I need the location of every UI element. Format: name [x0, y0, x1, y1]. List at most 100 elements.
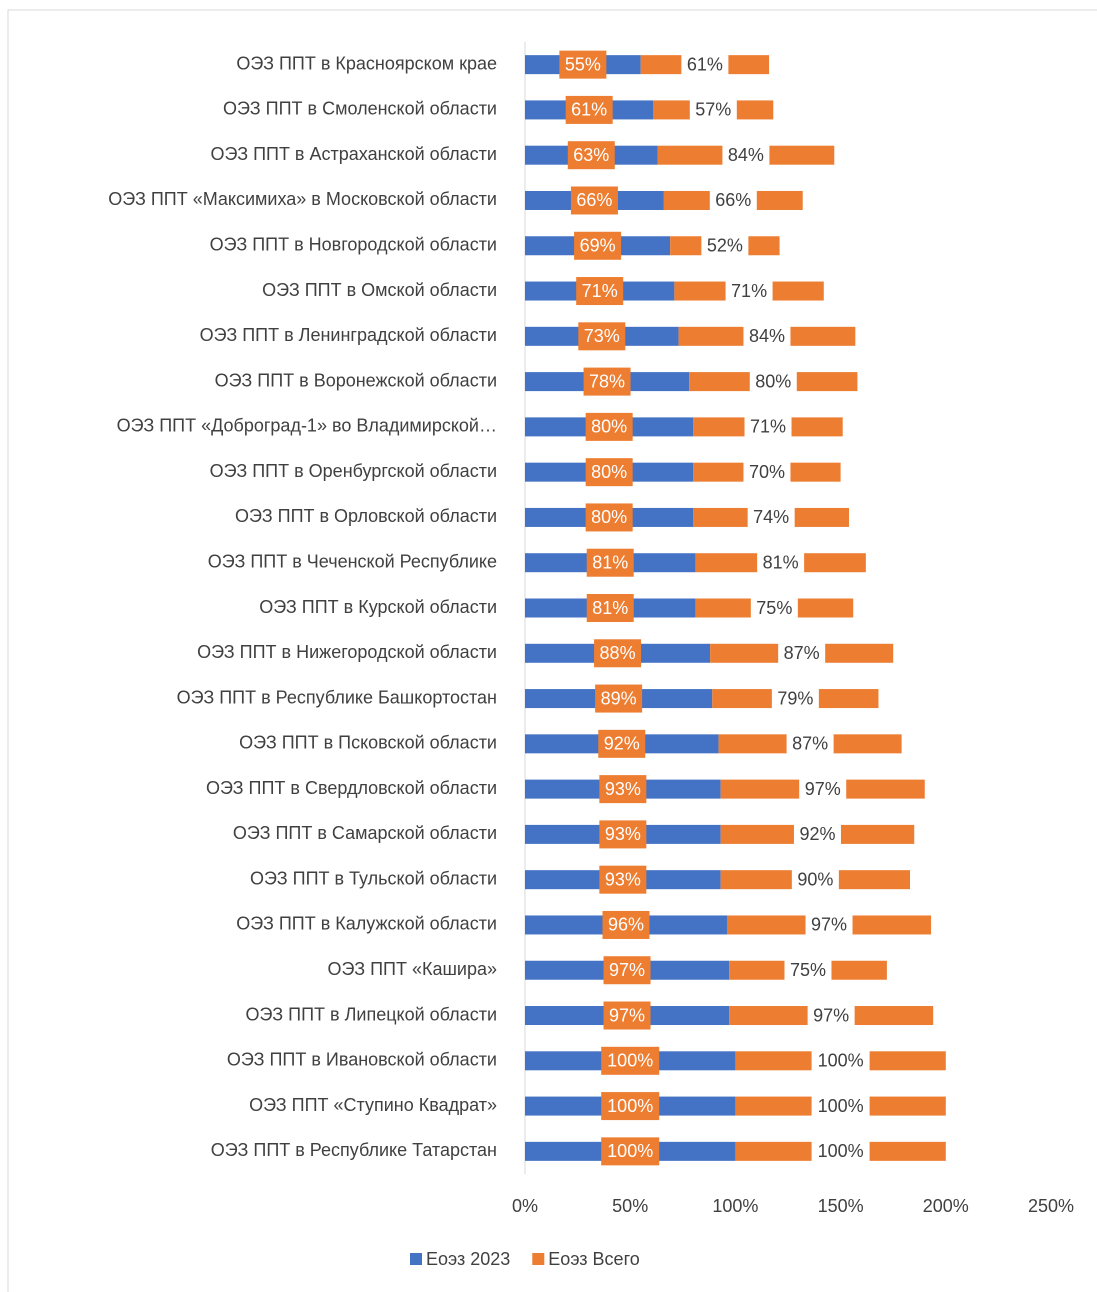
data-label: 75%	[756, 598, 792, 618]
category-label: ОЭЗ ППТ в Нижегородской области	[197, 642, 497, 662]
data-label-box	[567, 141, 615, 170]
data-label: 81%	[592, 598, 628, 618]
data-label: 75%	[790, 960, 826, 980]
data-label: 92%	[604, 734, 640, 754]
data-label-box	[811, 1046, 870, 1075]
data-label-box	[791, 865, 839, 894]
category-label: ОЭЗ ППТ в Ивановской области	[227, 1050, 497, 1070]
data-label: 90%	[797, 869, 833, 889]
data-label-box	[585, 412, 633, 441]
data-label: 93%	[605, 869, 641, 889]
category-label: ОЭЗ ППТ «Ступино Квадрат»	[249, 1095, 497, 1115]
data-label: 71%	[750, 417, 786, 437]
data-label: 78%	[589, 371, 625, 391]
data-label-box	[601, 1137, 660, 1166]
data-label-box	[722, 141, 770, 170]
data-label: 87%	[792, 734, 828, 754]
data-label: 97%	[805, 779, 841, 799]
data-label: 81%	[763, 552, 799, 572]
data-label-box	[576, 277, 624, 306]
legend-swatch	[532, 1253, 545, 1265]
category-label: ОЭЗ ППТ «Доброград-1» во Владимирской…	[117, 416, 497, 436]
data-label-box	[585, 458, 633, 487]
data-label-box	[743, 322, 791, 351]
data-label: 87%	[784, 643, 820, 663]
category-label: ОЭЗ ППТ в Омской области	[262, 280, 497, 300]
data-label-box	[709, 186, 757, 215]
data-label-box	[778, 639, 826, 668]
data-label-box	[601, 1092, 660, 1121]
x-tick-label: 50%	[612, 1196, 648, 1216]
data-label: 71%	[582, 281, 618, 301]
x-tick-label: 250%	[1028, 1196, 1074, 1216]
category-label: ОЭЗ ППТ в Республике Татарстан	[211, 1140, 497, 1160]
data-label: 100%	[607, 1141, 653, 1161]
data-label-box	[757, 548, 805, 577]
x-tick-label: 100%	[712, 1196, 758, 1216]
data-label: 84%	[749, 326, 785, 346]
data-label-box	[811, 1137, 870, 1166]
x-tick-label: 0%	[512, 1196, 538, 1216]
data-label-box	[586, 548, 634, 577]
category-label: ОЭЗ ППТ в Оренбургской области	[210, 461, 497, 481]
data-label-box	[807, 1001, 855, 1030]
data-label: 71%	[731, 281, 767, 301]
data-label: 52%	[707, 236, 743, 256]
data-label: 100%	[818, 1141, 864, 1161]
data-label: 100%	[607, 1096, 653, 1116]
category-label: ОЭЗ ППТ в Курской области	[259, 597, 497, 617]
category-label: ОЭЗ ППТ в Чеченской Республике	[208, 551, 497, 571]
data-label: 97%	[811, 915, 847, 935]
data-label: 61%	[687, 54, 723, 74]
x-tick-label: 150%	[818, 1196, 864, 1216]
data-label: 92%	[799, 824, 835, 844]
data-label-box	[594, 639, 642, 668]
data-label: 74%	[753, 507, 789, 527]
data-label-box	[586, 594, 634, 622]
data-label-box	[689, 95, 737, 124]
category-label: ОЭЗ ППТ в Ленинградской области	[200, 325, 497, 345]
category-label: ОЭЗ ППТ в Смоленской области	[223, 99, 497, 119]
data-label: 100%	[607, 1051, 653, 1071]
data-label-box	[583, 367, 631, 396]
category-label: ОЭЗ ППТ в Самарской области	[233, 823, 497, 843]
data-label-box	[799, 775, 847, 804]
data-label: 97%	[609, 1005, 645, 1025]
category-label: ОЭЗ ППТ в Республике Башкортостан	[177, 687, 497, 707]
category-label: ОЭЗ ППТ в Псковской области	[239, 733, 497, 753]
data-label: 80%	[591, 507, 627, 527]
data-label-box	[574, 231, 622, 260]
data-label: 88%	[600, 643, 636, 663]
data-label: 70%	[749, 462, 785, 482]
data-label: 66%	[715, 190, 751, 210]
data-label: 97%	[609, 960, 645, 980]
category-label: ОЭЗ ППТ «Кашира»	[327, 959, 497, 979]
data-label-box	[793, 820, 841, 849]
data-label-box	[559, 50, 607, 79]
data-label-box	[786, 729, 834, 758]
category-label: ОЭЗ ППТ в Красноярском крае	[236, 53, 497, 73]
data-label-box	[784, 956, 832, 985]
data-label: 55%	[565, 54, 601, 74]
category-label: ОЭЗ ППТ в Воронежской области	[215, 370, 497, 390]
data-label-box	[681, 50, 729, 79]
data-label: 63%	[573, 145, 609, 165]
data-label-box	[578, 322, 626, 351]
data-label-box	[585, 503, 633, 532]
data-label: 84%	[728, 145, 764, 165]
data-label-box	[599, 865, 647, 894]
data-label: 69%	[580, 236, 616, 256]
data-label: 100%	[818, 1096, 864, 1116]
data-label-box	[747, 503, 795, 532]
data-label: 79%	[777, 688, 813, 708]
category-label: ОЭЗ ППТ в Липецкой области	[246, 1004, 497, 1024]
data-label-box	[599, 775, 647, 804]
data-label-box	[750, 594, 798, 622]
category-label: ОЭЗ ППТ в Свердловской области	[206, 778, 497, 798]
data-label: 81%	[592, 552, 628, 572]
data-label-box	[701, 231, 749, 260]
category-label: ОЭЗ ППТ в Калужской области	[236, 914, 497, 934]
data-label-box	[744, 412, 792, 441]
